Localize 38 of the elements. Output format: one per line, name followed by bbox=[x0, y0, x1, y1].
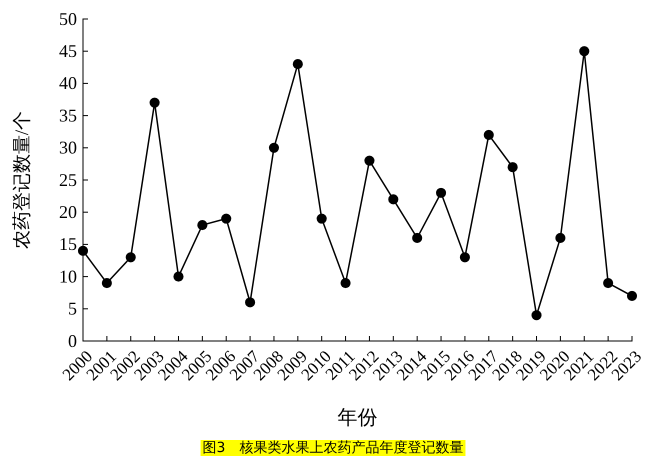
point bbox=[484, 130, 494, 140]
y-tick-label: 20 bbox=[59, 202, 77, 222]
point bbox=[388, 194, 398, 204]
text: 图3 核果类水果上农药产品年度登记数量 bbox=[202, 440, 464, 456]
point bbox=[364, 156, 374, 166]
y-tick-label: 45 bbox=[59, 40, 77, 61]
point bbox=[78, 246, 88, 256]
point bbox=[316, 214, 327, 224]
y-tick-label: 40 bbox=[59, 73, 77, 94]
y-tick-label: 25 bbox=[59, 170, 77, 190]
y-axis-title: 农药登记数量/个 bbox=[12, 110, 33, 250]
point bbox=[245, 297, 256, 308]
point bbox=[126, 252, 136, 262]
y-tick-label: 30 bbox=[59, 138, 77, 158]
x-axis-title: 年份 bbox=[338, 407, 378, 429]
point bbox=[292, 59, 303, 70]
point bbox=[555, 232, 566, 243]
point bbox=[579, 46, 590, 56]
point bbox=[197, 220, 208, 230]
y-tick-label: 15 bbox=[59, 234, 77, 254]
point bbox=[603, 278, 614, 288]
y-tick-label: 5 bbox=[68, 298, 77, 319]
point bbox=[626, 290, 638, 301]
point bbox=[340, 278, 351, 288]
point bbox=[460, 252, 470, 262]
y-tick-label: 0 bbox=[68, 330, 77, 351]
point bbox=[221, 214, 232, 224]
point bbox=[531, 310, 542, 320]
y-tick-label: 35 bbox=[59, 105, 77, 126]
point bbox=[173, 272, 184, 282]
point bbox=[436, 188, 446, 198]
y-tick-label: 50 bbox=[59, 8, 77, 29]
point bbox=[102, 278, 112, 288]
y-tick-label: 10 bbox=[59, 266, 77, 286]
point bbox=[412, 232, 422, 243]
point bbox=[150, 98, 160, 108]
point bbox=[268, 142, 280, 153]
point bbox=[508, 162, 518, 172]
